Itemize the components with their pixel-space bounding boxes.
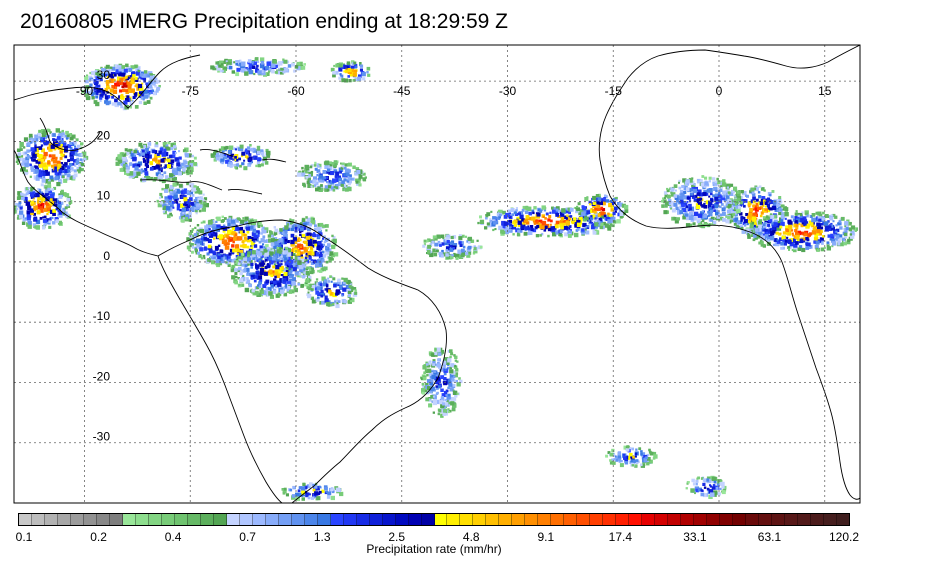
colorbar-tick-label: 1.3 (313, 530, 331, 544)
colorbar-segment (603, 513, 617, 526)
colorbar-segment (473, 513, 487, 526)
longitude-label: 15 (818, 84, 832, 98)
colorbar-tick-label: 120.2 (828, 530, 860, 544)
colorbar-segment (291, 513, 305, 526)
colorbar-segment (538, 513, 552, 526)
colorbar-segment (148, 513, 162, 526)
latitude-label: -30 (93, 430, 111, 444)
longitude-label: -60 (287, 84, 305, 98)
colorbar-segment (70, 513, 84, 526)
colorbar-segment (785, 513, 799, 526)
colorbar-segment (551, 513, 565, 526)
longitude-label: -45 (393, 84, 411, 98)
colorbar-tick-label: 0.2 (90, 530, 107, 544)
colorbar-segment (278, 513, 292, 526)
colorbar-tick-label: 0.4 (164, 530, 182, 544)
precipitation-map: -90 -75 -60 -45 -30 -15 0 15 30 20 10 0 -10 -20 -30 (13, 44, 861, 504)
colorbar-segment (369, 513, 383, 526)
colorbar-segment (525, 513, 539, 526)
latitude-label: 30 (97, 68, 111, 82)
latitude-label: -10 (93, 309, 111, 323)
colorbar-segment (616, 513, 630, 526)
latitude-label: 0 (103, 249, 110, 263)
colorbar-segment (824, 513, 838, 526)
colorbar-segment (434, 513, 448, 526)
colorbar-tick-label: 0.1 (15, 530, 33, 544)
longitude-label: -30 (499, 84, 517, 98)
longitude-label: -15 (605, 84, 623, 98)
colorbar-segment (655, 513, 669, 526)
colorbar-label: Precipitation rate (mm/hr) (366, 542, 502, 556)
colorbar-segment (772, 513, 786, 526)
colorbar-segment (395, 513, 409, 526)
colorbar-segment (83, 513, 97, 526)
colorbar-tick-label: 2.5 (388, 530, 406, 544)
coastlines (14, 45, 860, 503)
colorbar-segment (746, 513, 760, 526)
colorbar-segment (720, 513, 734, 526)
latitude-label: -20 (93, 369, 111, 383)
colorbar-segment (317, 513, 331, 526)
colorbar-segment (811, 513, 825, 526)
colorbar-segment (486, 513, 500, 526)
colorbar-segment (408, 513, 422, 526)
colorbar-segment (447, 513, 461, 526)
colorbar-tick-label: 4.8 (462, 530, 480, 544)
map-frame (13, 44, 861, 504)
longitude-label: 0 (716, 84, 723, 98)
colorbar-segment (343, 513, 357, 526)
colorbar-segment (499, 513, 513, 526)
colorbar-segment (122, 513, 136, 526)
colorbar-tick-label: 17.4 (608, 530, 633, 544)
colorbar-segment (330, 513, 344, 526)
colorbar-segment (226, 513, 240, 526)
colorbar-segment (694, 513, 708, 526)
colorbar-segment (135, 513, 149, 526)
colorbar-segment (161, 513, 175, 526)
colorbar-segment (798, 513, 812, 526)
colorbar-segment (57, 513, 71, 526)
colorbar-segment (460, 513, 474, 526)
colorbar-segment (96, 513, 110, 526)
colorbar-segment (382, 513, 396, 526)
colorbar-segment (681, 513, 695, 526)
colorbar-segment (421, 513, 435, 526)
colorbar-segment (837, 513, 850, 526)
colorbar-segment (187, 513, 201, 526)
colorbar (18, 513, 850, 526)
colorbar-tick-label: 33.1 (683, 530, 707, 544)
colorbar-segment (564, 513, 578, 526)
colorbar-tick-label: 9.1 (537, 530, 555, 544)
colorbar-segment (590, 513, 604, 526)
colorbar-segment (668, 513, 682, 526)
colorbar-segment (252, 513, 266, 526)
colorbar-segment (707, 513, 721, 526)
colorbar-segment (577, 513, 591, 526)
colorbar-segment (629, 513, 643, 526)
precipitation-field (14, 57, 858, 501)
latitude-label: 20 (97, 128, 111, 142)
colorbar-tick-label: 0.7 (239, 530, 256, 544)
colorbar-tick-label: 63.1 (757, 530, 782, 544)
colorbar-segment (265, 513, 279, 526)
colorbar-segment (213, 513, 227, 526)
colorbar-segment (304, 513, 318, 526)
colorbar-segment (200, 513, 214, 526)
latitude-label: 10 (97, 189, 111, 203)
longitude-label: -90 (76, 84, 94, 98)
colorbar-segment (733, 513, 747, 526)
colorbar-segment (759, 513, 773, 526)
colorbar-segment (356, 513, 370, 526)
colorbar-segment (31, 513, 45, 526)
map-title: 20160805 IMERG Precipitation ending at 1… (20, 10, 508, 33)
colorbar-segment (18, 513, 32, 526)
longitude-label: -75 (182, 84, 200, 98)
colorbar-segment (44, 513, 58, 526)
colorbar-segment (174, 513, 188, 526)
gridlines (14, 45, 860, 503)
colorbar-segment (109, 513, 123, 526)
colorbar-segment (642, 513, 656, 526)
colorbar-segment (239, 513, 253, 526)
colorbar-segment (512, 513, 526, 526)
